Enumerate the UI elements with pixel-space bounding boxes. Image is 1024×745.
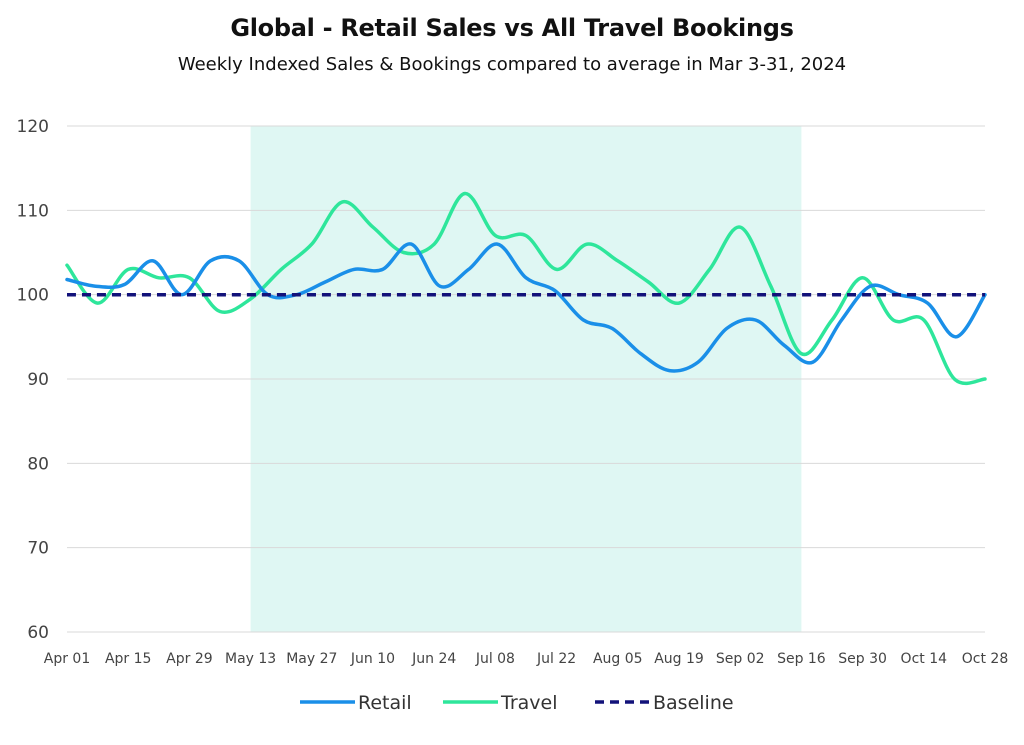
x-tick-label: Aug 19 [654,651,704,667]
x-tick-label: Aug 05 [593,651,643,667]
x-tick-label: Apr 29 [166,651,212,667]
y-tick-label: 120 [17,117,49,137]
legend-label-retail: Retail [358,692,412,714]
series-line-retail [65,242,987,373]
x-tick-label: Jun 24 [411,651,456,667]
grid-layer [67,125,985,633]
y-axis-ticks: 60 70 80 90 100 110 120 [17,117,49,643]
x-tick-label: Apr 01 [44,651,90,667]
legend: Retail Travel Baseline [300,692,734,714]
x-tick-label: May 13 [225,651,276,667]
series-line-travel [65,191,987,386]
y-tick-label: 70 [27,539,49,559]
x-tick-label: Jul 08 [475,651,515,667]
x-tick-label: Oct 28 [962,651,1008,667]
chart-title: Global - Retail Sales vs All Travel Book… [230,14,794,42]
x-tick-label: Jul 22 [536,651,576,667]
x-tick-label: Sep 16 [777,651,826,667]
y-tick-label: 110 [17,201,49,221]
x-tick-label: May 27 [286,651,337,667]
y-tick-label: 60 [27,623,49,643]
chart-subtitle: Weekly Indexed Sales & Bookings compared… [177,54,847,75]
y-tick-label: 100 [17,286,49,306]
series-layer [65,191,987,386]
x-tick-label: Apr 15 [105,651,151,667]
x-tick-label: Sep 30 [838,651,887,667]
x-tick-label: Jun 10 [350,651,395,667]
y-tick-label: 80 [27,454,49,474]
x-tick-label: Oct 14 [901,651,948,667]
x-tick-label: Sep 02 [716,651,765,667]
x-axis-ticks: Apr 01 Apr 15 Apr 29 May 13 May 27 Jun 10 Jun … [44,651,1008,667]
legend-label-baseline: Baseline [653,692,734,714]
y-tick-label: 90 [27,370,49,390]
legend-label-travel: Travel [500,692,557,714]
